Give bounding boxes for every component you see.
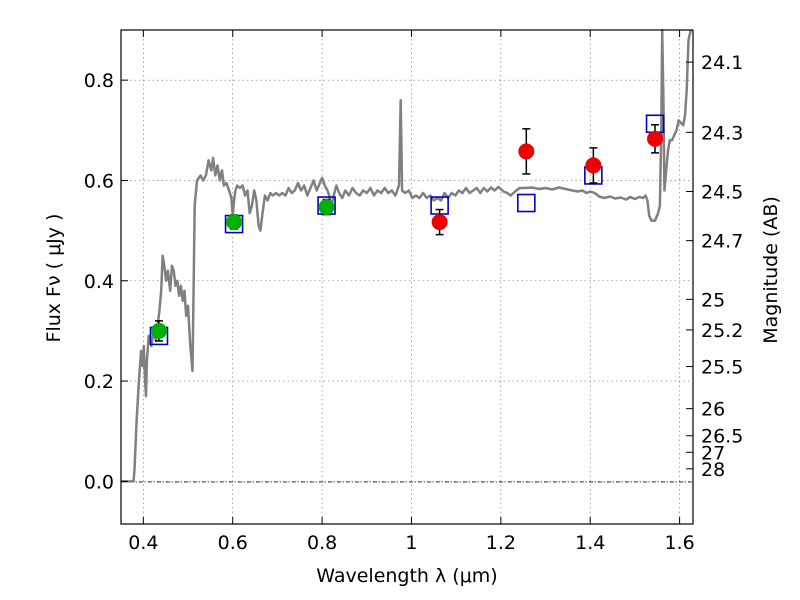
magnitude-axis-label: Magnitude (AB) bbox=[760, 196, 782, 344]
magnitude-tick-label: 24.5 bbox=[701, 181, 743, 203]
x-tick-label: 1.4 bbox=[575, 532, 605, 554]
observed-data-point bbox=[518, 143, 535, 160]
observed-data-point bbox=[431, 214, 448, 231]
magnitude-tick-label: 26.5 bbox=[701, 426, 743, 448]
x-tick-label: 0.8 bbox=[307, 532, 337, 554]
y-tick-label: 0.8 bbox=[84, 70, 114, 92]
y-tick-label: 0.6 bbox=[84, 170, 114, 192]
x-tick-label: 1.6 bbox=[664, 532, 694, 554]
model-photometry-series bbox=[149, 114, 665, 346]
x-axis-ticks: 0.4 0.6 0.8 1 1.2 1.4 1.6 bbox=[128, 30, 695, 554]
magnitude-tick-label: 26 bbox=[701, 399, 725, 421]
observed-data-point bbox=[226, 214, 243, 231]
observed-data-point bbox=[585, 157, 602, 174]
x-tick-label: 1 bbox=[405, 532, 417, 554]
magnitude-tick-label: 24.3 bbox=[701, 122, 743, 144]
x-tick-label: 1.2 bbox=[486, 532, 516, 554]
magnitude-tick-label: 25.2 bbox=[701, 320, 743, 342]
x-tick-label: 0.4 bbox=[128, 532, 158, 554]
y-tick-label: 0.4 bbox=[84, 271, 114, 293]
plot-frame bbox=[120, 29, 694, 525]
x-axis-label: Wavelength λ (μm) bbox=[316, 565, 497, 587]
observed-data-point bbox=[150, 322, 167, 339]
x-tick-label: 0.6 bbox=[218, 532, 248, 554]
observed-data-point bbox=[318, 199, 335, 216]
model-photometry-square bbox=[517, 193, 536, 213]
y-tick-label: 0.2 bbox=[84, 371, 114, 393]
spectrum-series bbox=[121, 28, 693, 483]
magnitude-tick-label: 24.1 bbox=[701, 52, 743, 74]
magnitude-tick-label: 24.7 bbox=[701, 231, 743, 253]
magnitude-tick-label: 25.5 bbox=[701, 357, 743, 379]
observed-photometry-series bbox=[150, 124, 664, 342]
y-tick-label: 0.0 bbox=[84, 471, 114, 493]
y-axis-label: Flux Fν ( μJy ) bbox=[43, 214, 65, 343]
magnitude-tick-label: 28 bbox=[701, 459, 725, 481]
spectrum-line bbox=[121, 28, 693, 483]
magnitude-tick-label: 25 bbox=[701, 289, 725, 311]
magnitude-tick-label: 27 bbox=[701, 442, 725, 464]
grid-lines bbox=[121, 30, 693, 524]
y-axis-ticks: 0.0 0.2 0.4 0.6 0.8 bbox=[84, 70, 128, 493]
observed-data-point bbox=[647, 130, 664, 147]
